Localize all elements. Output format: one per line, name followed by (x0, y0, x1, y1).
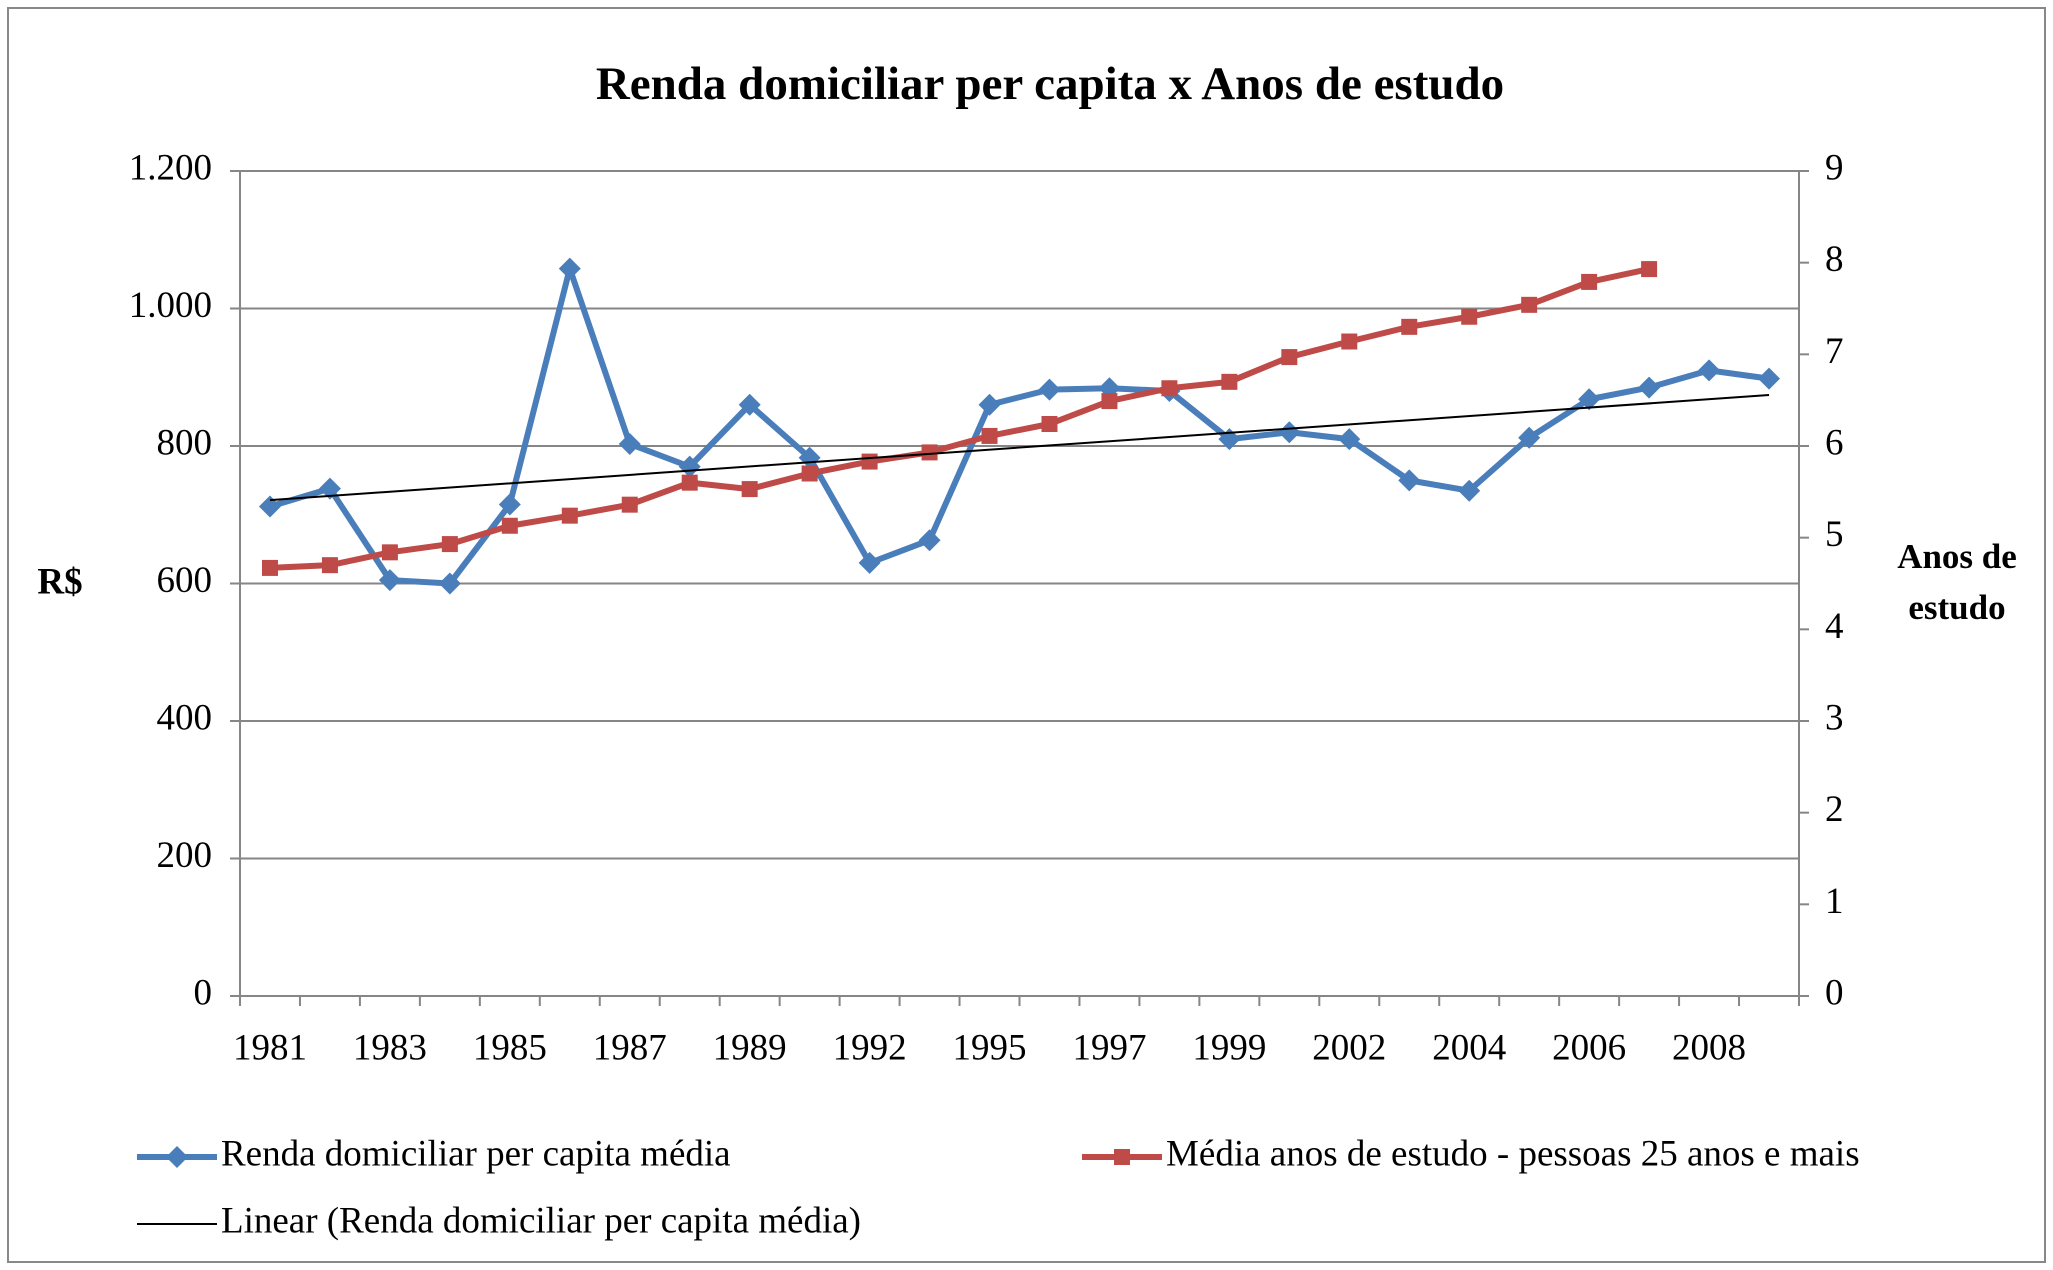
x-tick-label: 1999 (1192, 1027, 1266, 1068)
y2-tick-label: 6 (1825, 422, 1844, 463)
y2-tick-label: 0 (1825, 972, 1844, 1013)
point (1161, 380, 1178, 397)
chart-title: Renda domiciliar per capita x Anos de es… (596, 58, 1504, 110)
point (1401, 318, 1418, 335)
point (1221, 373, 1238, 390)
x-tick-label: 1997 (1072, 1027, 1146, 1068)
point (978, 393, 1001, 416)
legend-marker (1114, 1149, 1130, 1165)
point (681, 474, 698, 491)
y2-tick-label: 2 (1825, 789, 1844, 830)
point (1578, 388, 1601, 411)
point (1638, 376, 1661, 399)
point (618, 432, 641, 455)
y-tick-label: 1.000 (129, 285, 212, 326)
legend-marker (166, 1146, 188, 1168)
y-tick-label: 400 (157, 697, 213, 738)
y2-tick-label: 9 (1825, 147, 1844, 188)
x-tick-label: 2002 (1312, 1027, 1386, 1068)
x-tick-label: 2004 (1432, 1027, 1506, 1068)
trend-line (269, 393, 1770, 502)
point (318, 477, 341, 500)
point (501, 517, 518, 534)
point (921, 444, 938, 461)
point (858, 551, 881, 574)
point (861, 453, 878, 470)
point (741, 481, 758, 498)
y2-tick-label: 3 (1825, 697, 1844, 738)
point (558, 257, 581, 280)
point (621, 496, 638, 513)
y2-tick-label: 4 (1825, 606, 1844, 647)
y-tick-label: 200 (157, 835, 213, 876)
point (801, 465, 818, 482)
point (981, 427, 998, 444)
point (1458, 479, 1481, 502)
point (1518, 426, 1541, 449)
point (1461, 308, 1478, 325)
point (1278, 421, 1301, 444)
y2-tick-label: 1 (1825, 881, 1844, 922)
x-tick-label: 1989 (713, 1027, 787, 1068)
y2-tick-label: 8 (1825, 239, 1844, 280)
point (381, 544, 398, 561)
point (561, 507, 578, 524)
point (258, 495, 281, 518)
x-tick-label: 2006 (1552, 1027, 1626, 1068)
series-line (269, 265, 1770, 587)
point (1398, 469, 1421, 492)
point (261, 559, 278, 576)
point (321, 557, 338, 574)
point (918, 529, 941, 552)
legend-label: Linear (Renda domiciliar per capita médi… (221, 1200, 861, 1241)
point (438, 572, 461, 595)
x-tick-label: 2008 (1672, 1027, 1746, 1068)
legend-label: Média anos de estudo - pessoas 25 anos e… (1166, 1133, 1860, 1174)
x-tick-label: 1985 (473, 1027, 547, 1068)
y2-tick-label: 5 (1825, 514, 1844, 555)
x-tick-label: 1992 (833, 1027, 907, 1068)
legend-label: Renda domiciliar per capita média (221, 1133, 731, 1174)
series-line (269, 266, 1650, 571)
point (1641, 261, 1658, 278)
point (1521, 296, 1538, 313)
point (1341, 333, 1358, 350)
chart-frame (7, 7, 2046, 1263)
point (1338, 428, 1361, 451)
y-tick-label: 0 (194, 972, 213, 1013)
x-tick-label: 1981 (233, 1027, 307, 1068)
point (1581, 273, 1598, 290)
y-tick-label: 600 (157, 560, 213, 601)
point (1041, 416, 1058, 432)
point (441, 536, 458, 553)
y2-axis-label: Anos de (1897, 537, 2017, 576)
y-tick-label: 800 (157, 422, 213, 463)
point (1758, 367, 1781, 390)
x-tick-label: 1995 (953, 1027, 1027, 1068)
y2-axis-label: estudo (1908, 588, 2005, 627)
point (1101, 393, 1118, 410)
y-axis-label: R$ (37, 561, 82, 602)
point (378, 569, 401, 592)
point (678, 455, 701, 478)
point (498, 493, 521, 516)
x-tick-label: 1983 (353, 1027, 427, 1068)
point (1698, 359, 1721, 382)
y2-tick-label: 7 (1825, 331, 1844, 372)
x-tick-label: 1987 (593, 1027, 667, 1068)
y-tick-label: 1.200 (129, 147, 212, 188)
point (738, 393, 761, 416)
point (1038, 378, 1061, 401)
point (1281, 349, 1298, 366)
